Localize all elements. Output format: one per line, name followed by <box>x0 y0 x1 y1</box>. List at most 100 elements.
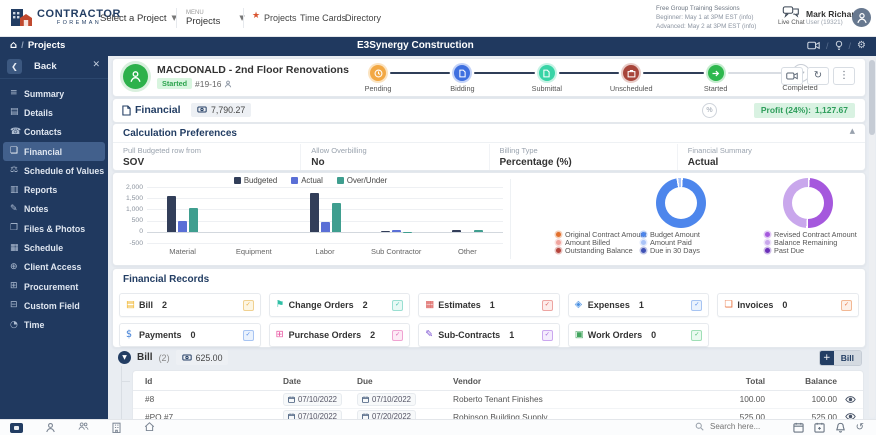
project-avatar[interactable] <box>123 64 148 89</box>
legend-dot <box>641 247 646 253</box>
history-icon[interactable]: ↺ <box>855 421 864 433</box>
record-chip-sub-contracts[interactable]: ✎ Sub-Contracts 1 ✓ <box>418 323 560 347</box>
taskbar-search[interactable] <box>695 421 792 432</box>
sidebar-item-details[interactable]: ▤ Details <box>0 103 108 122</box>
table-row[interactable]: #PO #7 07/10/2022 07/20/2022 Robinson Build… <box>133 409 863 421</box>
select-project-dropdown[interactable]: Select a Project ▼ <box>100 0 177 36</box>
record-chip-bill[interactable]: ▤ Bill 2 ✓ <box>119 293 261 317</box>
refresh-button[interactable]: ↻ <box>807 67 829 85</box>
back-button[interactable]: ❮ <box>7 59 22 74</box>
y-axis-tick: 1,500 <box>125 194 143 202</box>
collapse-toggle-icon[interactable]: ▼ <box>118 351 131 364</box>
contractor-foreman-logo[interactable]: CONTRACTOR FOREMAN <box>10 7 121 27</box>
invoices-icon: ❏ <box>724 299 733 311</box>
record-chip-change-orders[interactable]: ⚑ Change Orders 2 ✓ <box>268 293 411 317</box>
project-video-button[interactable] <box>781 67 803 85</box>
sidebar-item-files-photos[interactable]: ❐ Files & Photos <box>0 219 108 238</box>
add-bill-button[interactable]: + Bill <box>818 350 862 366</box>
record-checkbox[interactable]: ✓ <box>392 329 404 341</box>
date-value: 07/10/2022 <box>372 394 412 404</box>
record-chip-purchase-orders[interactable]: ⊞ Purchase Orders 2 ✓ <box>268 323 411 347</box>
video-tutorial-icon[interactable] <box>807 41 820 50</box>
close-icon[interactable]: ✕ <box>92 60 100 70</box>
nav-directory-link[interactable]: Directory <box>345 13 382 23</box>
date-field[interactable]: 07/10/2022 <box>283 392 343 406</box>
sidebar-item-client-access[interactable]: ⊕ Client Access <box>0 258 108 277</box>
record-chip-payments[interactable]: $ Payments 0 ✓ <box>119 323 261 347</box>
record-checkbox[interactable]: ✓ <box>541 329 553 341</box>
add-bill-label: Bill <box>833 351 861 365</box>
record-checkbox[interactable]: ✓ <box>841 299 852 311</box>
gear-icon[interactable]: ⚙ <box>857 39 866 51</box>
record-label: Change Orders <box>288 300 354 310</box>
live-chat-button[interactable]: Live Chat <box>778 6 805 26</box>
more-options-button[interactable]: ⋮ <box>833 67 855 85</box>
dashboard-icon[interactable] <box>144 422 155 433</box>
record-checkbox[interactable]: ✓ <box>541 299 553 311</box>
sidebar-item-custom-field[interactable]: ⊟ Custom Field <box>0 296 108 315</box>
record-checkbox[interactable]: ✓ <box>691 299 703 311</box>
collapse-chevron-icon[interactable]: ▲ <box>849 127 855 135</box>
record-chip-expenses[interactable]: ◈ Expenses 1 ✓ <box>567 293 710 317</box>
contacts-icon[interactable] <box>45 422 56 433</box>
sidebar-item-summary[interactable]: ≡ Summary <box>0 84 108 103</box>
legend-label: Outstanding Balance <box>565 245 633 255</box>
due-date-field[interactable]: 07/10/2022 <box>357 392 417 406</box>
details-icon: ▤ <box>10 107 19 118</box>
notes-icon: ✎ <box>10 203 18 214</box>
pipeline-step-label: Pending <box>364 84 392 93</box>
record-checkbox[interactable]: ✓ <box>392 299 404 311</box>
due-date-field[interactable]: 07/20/2022 <box>357 410 417 420</box>
gridline <box>147 187 503 188</box>
directory-icon[interactable] <box>78 422 89 433</box>
apps-icon[interactable] <box>10 422 23 433</box>
sidebar-item-notes[interactable]: ✎ Notes <box>0 200 108 219</box>
nav-projects-link[interactable]: Projects <box>264 13 297 23</box>
home-icon[interactable]: ⌂ <box>10 39 18 51</box>
record-checkbox[interactable]: ✓ <box>691 329 703 341</box>
bar-budgeted-other <box>451 229 461 232</box>
sidebar-item-schedule-of-values[interactable]: ⚖ Schedule of Values <box>0 161 108 180</box>
record-label: Purchase Orders <box>288 330 362 340</box>
column-header-due: Due <box>357 375 373 386</box>
scrollbar-track[interactable] <box>869 57 875 418</box>
sidebar-item-schedule[interactable]: ▦ Schedule <box>0 238 108 257</box>
cell-total: 525.00 <box>739 411 765 421</box>
bill-table-body: #8 07/10/2022 07/10/2022 Roberto Tenant Fin… <box>133 391 863 421</box>
favorite-star-icon[interactable]: ★ <box>252 11 261 21</box>
record-chip-invoices[interactable]: ❏ Invoices 0 ✓ <box>717 293 859 317</box>
bill-table: Id Date Due Vendor Total Balance #8 07/10/2022… <box>132 370 864 421</box>
user-avatar[interactable] <box>852 8 871 27</box>
view-eye-icon[interactable] <box>845 395 856 403</box>
user-menu[interactable]: Mark Richards User (19321) <box>806 9 865 26</box>
sidebar-item-label: Notes <box>24 204 49 215</box>
column-header-vendor: Vendor <box>453 375 482 386</box>
training-line2[interactable]: Beginner: May 1 at 3PM EST (info) <box>656 13 754 21</box>
y-axis-tick: 2,000 <box>125 183 143 191</box>
sidebar-item-contacts[interactable]: ☎ Contacts <box>0 123 108 142</box>
record-chip-estimates[interactable]: ▦ Estimates 1 ✓ <box>418 293 560 317</box>
sidebar-item-time[interactable]: ◔ Time <box>0 316 108 335</box>
schedule-add-icon[interactable] <box>813 422 825 433</box>
record-chip-work-orders[interactable]: ▣ Work Orders 0 ✓ <box>567 323 710 347</box>
scrollbar-thumb[interactable] <box>869 60 875 135</box>
table-row[interactable]: #8 07/10/2022 07/10/2022 Roberto Tenant Fin… <box>133 391 863 409</box>
record-checkbox[interactable]: ✓ <box>242 329 254 341</box>
breadcrumb[interactable]: ⌂ / Projects <box>10 39 66 51</box>
search-input[interactable] <box>708 421 792 432</box>
percent-icon[interactable]: % <box>702 103 717 118</box>
training-line3[interactable]: Advanced: May 2 at 3PM EST (info) <box>656 22 757 30</box>
calendar-icon[interactable] <box>792 422 804 433</box>
notifications-icon[interactable] <box>835 422 846 433</box>
menu-dropdown[interactable]: MENU Projects ▼ <box>186 0 245 36</box>
lightbulb-icon[interactable] <box>835 40 843 51</box>
sidebar-item-reports[interactable]: ▥ Reports <box>0 180 108 199</box>
bill-panel-header: ▼ Bill (2) 625.00 <box>118 350 229 365</box>
calc-field-value: SOV <box>123 157 145 168</box>
company-icon[interactable] <box>111 422 122 433</box>
nav-time-cards-link[interactable]: Time Cards <box>300 13 347 23</box>
sidebar-item-financial[interactable]: ❏ Financial <box>3 141 105 162</box>
sidebar-item-procurement[interactable]: ⊞ Procurement <box>0 277 108 296</box>
record-checkbox[interactable]: ✓ <box>242 299 254 311</box>
assignee-icon[interactable] <box>224 80 232 88</box>
